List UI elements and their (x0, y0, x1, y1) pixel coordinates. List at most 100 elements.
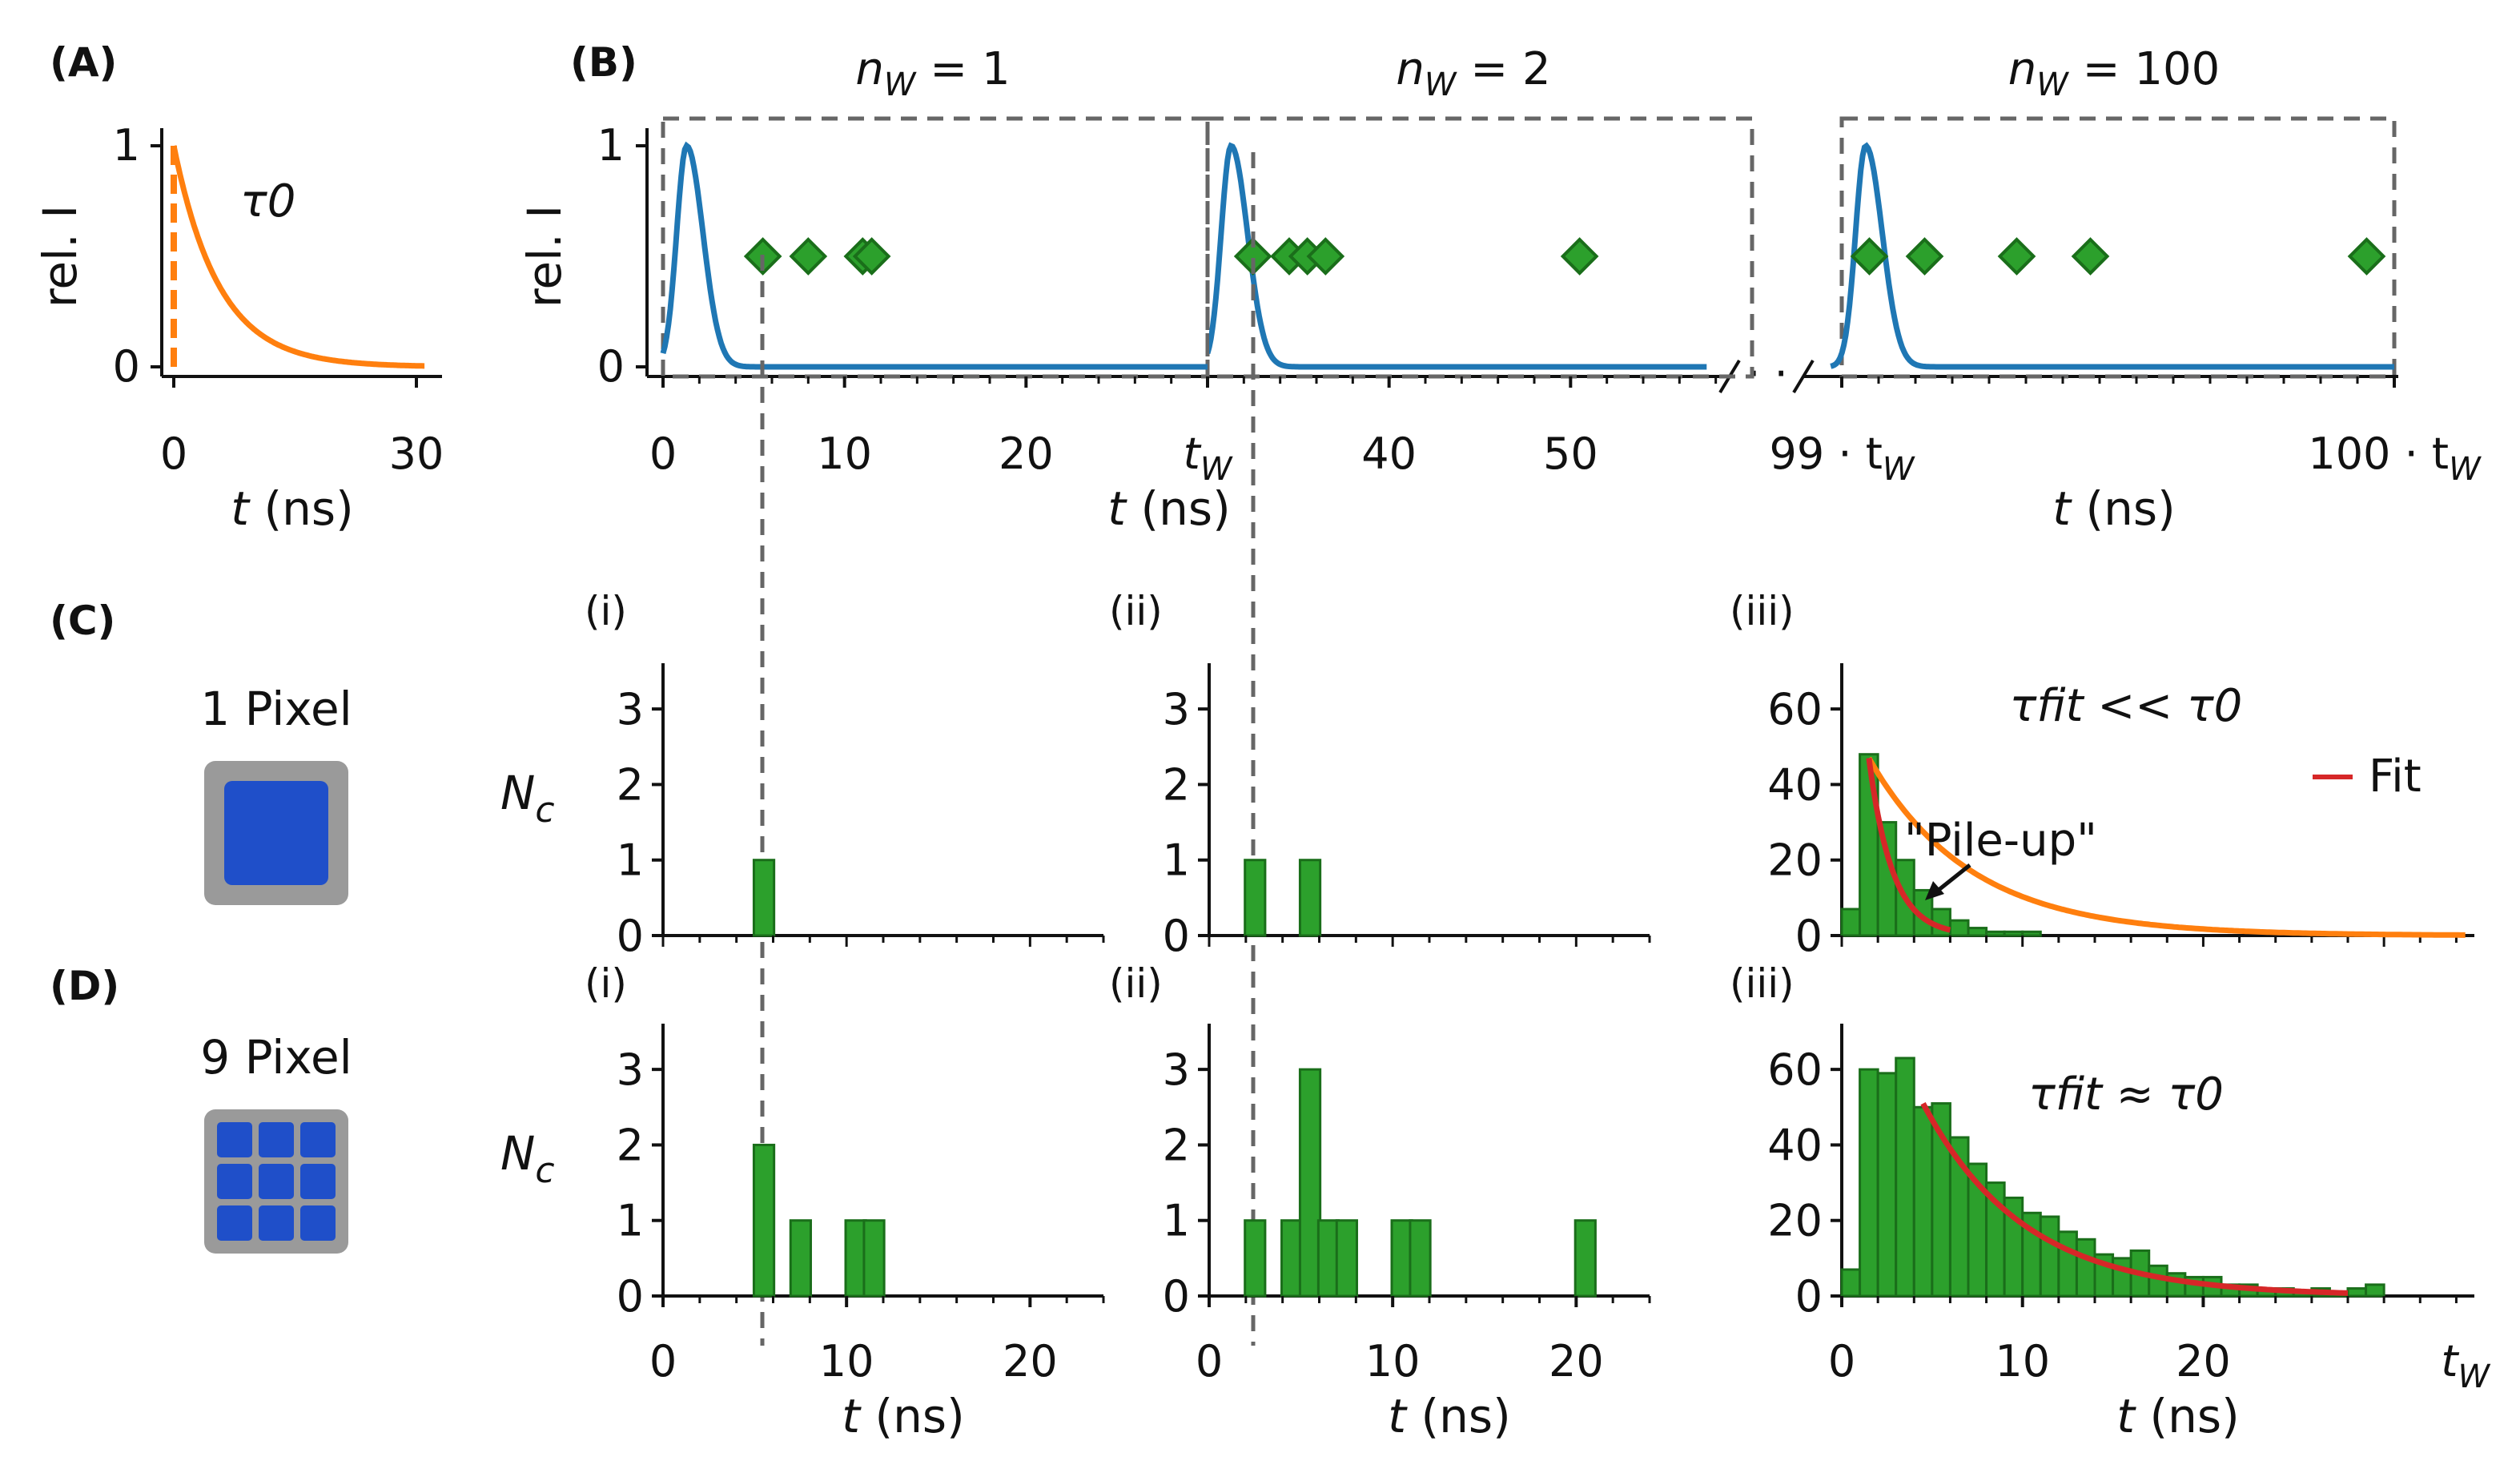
ytick-label: 2 (617, 759, 644, 810)
pixel-grid-9 (204, 1109, 348, 1254)
subplot-label-c-ii: (ii) (1109, 588, 1163, 634)
photon-marker (1997, 237, 2036, 276)
window-title-2: nW = 2 (1396, 43, 1550, 103)
histogram-bar (1409, 1219, 1432, 1298)
decay-curve-a (171, 145, 425, 369)
ytick-label: 60 (1767, 684, 1823, 734)
ylabel-a: rel. I (33, 205, 87, 308)
histogram-bar (1298, 859, 1322, 937)
ylabel-d: Nc (500, 1126, 555, 1191)
histogram-bar (2075, 1238, 2096, 1298)
histogram-bar (2003, 930, 2024, 937)
pixel-cell (217, 1122, 252, 1157)
histogram-d-iii: 0 20 40 60 0 10 20 tW t (ns) (1767, 1024, 2491, 1443)
pileup-arrow-head (1925, 881, 1944, 900)
ytick-label: 3 (617, 684, 644, 734)
ytick-label: 0 (1163, 1271, 1190, 1322)
histogram-bar (1985, 930, 2006, 937)
ytick-label: 20 (1767, 1196, 1823, 1246)
tau0-label-a: τ0 (240, 175, 295, 227)
true-decay-curve (1866, 756, 2466, 938)
xtick-label-b: 0 (649, 429, 677, 479)
axis-break-right (1792, 359, 1815, 394)
xtick-label-b: 20 (999, 429, 1054, 479)
xtick-label: 10 (819, 1336, 874, 1386)
histogram-bar (2346, 1287, 2368, 1298)
histogram-bar (1859, 1068, 1879, 1298)
tau-label-c: τfit << τ0 (2010, 680, 2243, 732)
histogram-c-iii: 0 20 40 60 (1767, 663, 2474, 961)
photon-marker (2071, 237, 2110, 276)
xtick-label: 20 (1549, 1336, 1604, 1386)
xtick-label: 20 (2176, 1336, 2231, 1386)
subplot-label-d-iii: (iii) (1730, 960, 1795, 1007)
pulse-curve-2 (1209, 142, 1707, 370)
xtick-label: 0 (1828, 1336, 1855, 1386)
window-frame-1 (661, 116, 1210, 379)
panel-label-a: (A) (50, 39, 117, 86)
photon-marker (1560, 237, 1599, 276)
ytick-label: 1 (617, 1196, 644, 1246)
subplot-label-d-ii: (ii) (1109, 960, 1163, 1007)
histogram-bar (1280, 1219, 1304, 1298)
ytick-label: 0 (1163, 911, 1190, 961)
pixel-cell (259, 1205, 294, 1241)
xtick-label-b: 40 (1361, 429, 1417, 479)
histogram-bar (1840, 908, 1862, 937)
histogram-bar (1298, 1068, 1322, 1298)
ytick-label: 0 (1795, 1271, 1823, 1322)
ylabel-c: Nc (500, 766, 555, 831)
ytick-label: 2 (1163, 1120, 1190, 1170)
photon-marker (789, 237, 828, 276)
histogram-bar (2021, 930, 2042, 937)
histogram-bar (2057, 1230, 2078, 1298)
ytick-label: 60 (1767, 1044, 1823, 1095)
histogram-bar (1390, 1219, 1413, 1298)
xlabel-b-right: t (ns) (2052, 481, 2175, 536)
pixel-cell (217, 1164, 252, 1199)
subplot-label-d-i: (i) (585, 960, 627, 1007)
ytick-label: 2 (1163, 759, 1190, 810)
ytick-label: 0 (617, 911, 644, 961)
histogram-bar (2365, 1283, 2385, 1298)
histogram-d-i: 0 1 2 3 0 10 20 t (ns) (617, 1024, 1105, 1443)
pileup-arrow-shaft (1933, 863, 1971, 895)
photon-marker (2347, 237, 2386, 276)
ytick-label: 40 (1767, 759, 1823, 810)
ytick-label: 0 (617, 1271, 644, 1322)
pixel-cell (300, 1164, 336, 1199)
xlabel: t (ns) (842, 1389, 964, 1443)
ytick-label-a-1: 1 (113, 120, 140, 171)
photon-marker (1905, 237, 1944, 276)
histogram-bar (1335, 1219, 1358, 1298)
histogram-d-ii: 0 1 2 3 0 10 20 t (ns) (1163, 1024, 1651, 1443)
fit-curve (1920, 1101, 2349, 1296)
photon-markers (743, 237, 2386, 276)
pulse-curve-1 (660, 141, 1208, 370)
xticks-b: 0 10 20 40 50 (649, 376, 2396, 479)
pulse-curve-100 (1830, 142, 2394, 370)
chart-a: 0 1 0 30 rel. I t (ns) τ0 (33, 120, 444, 536)
histogram-bar (1244, 859, 1267, 937)
photon-marker (852, 237, 891, 276)
xlabel-a: t (ns) (231, 481, 353, 536)
histogram-bar (2112, 1257, 2132, 1298)
pixel-cell (300, 1205, 336, 1241)
photon-marker (1850, 237, 1889, 276)
pixel-cell (300, 1122, 336, 1157)
ytick-label-a-0: 0 (113, 341, 140, 392)
window-frame-100 (1839, 116, 2397, 379)
xlabel-b-left: t (ns) (1107, 481, 1230, 536)
pixel-cell-1 (224, 781, 328, 885)
histogram-bar (1895, 1056, 1915, 1298)
xtick-label-b: 50 (1543, 429, 1598, 479)
histogram-bar (1912, 1105, 1934, 1298)
xtick-label: 10 (1995, 1336, 2050, 1386)
ytick-label: 3 (1163, 1044, 1190, 1095)
histogram-bar (752, 859, 776, 937)
ytick-label-b-0: 0 (597, 341, 625, 392)
ytick-label: 0 (1795, 911, 1823, 961)
histogram-bar (752, 1143, 776, 1298)
xtick-label-a-0: 0 (160, 429, 187, 479)
